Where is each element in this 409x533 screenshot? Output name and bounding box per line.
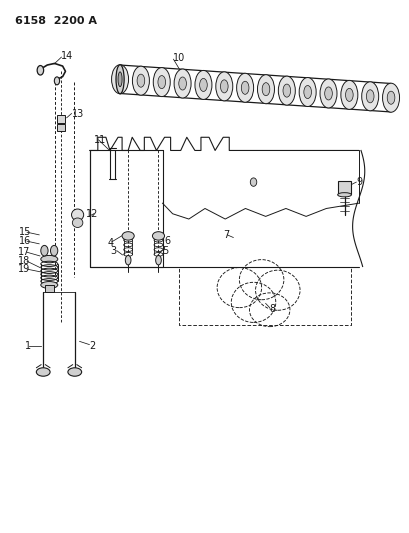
Ellipse shape [257, 75, 274, 104]
Ellipse shape [366, 90, 373, 103]
Ellipse shape [236, 73, 253, 102]
Ellipse shape [68, 368, 81, 376]
Text: 12: 12 [85, 209, 98, 219]
Ellipse shape [50, 245, 58, 256]
FancyBboxPatch shape [56, 115, 65, 123]
Text: 18: 18 [18, 256, 30, 266]
Ellipse shape [194, 70, 211, 100]
Ellipse shape [116, 64, 124, 94]
Text: 6158  2200 A: 6158 2200 A [15, 16, 97, 26]
Ellipse shape [220, 80, 227, 93]
Ellipse shape [337, 192, 351, 197]
Text: 14: 14 [61, 51, 74, 61]
Text: 6: 6 [164, 236, 170, 246]
Ellipse shape [54, 77, 59, 85]
Text: 15: 15 [19, 227, 31, 237]
Ellipse shape [125, 255, 130, 265]
Ellipse shape [241, 81, 248, 94]
Text: 17: 17 [18, 247, 30, 257]
Text: 16: 16 [19, 236, 31, 246]
Text: 1: 1 [25, 341, 31, 351]
Text: 5: 5 [162, 246, 169, 256]
Ellipse shape [299, 77, 315, 107]
Ellipse shape [278, 76, 294, 105]
Ellipse shape [345, 88, 352, 101]
Ellipse shape [261, 83, 269, 96]
Text: 3: 3 [110, 246, 117, 256]
Text: 2: 2 [90, 341, 96, 351]
Ellipse shape [178, 77, 186, 90]
Ellipse shape [319, 79, 336, 108]
FancyBboxPatch shape [337, 181, 351, 193]
Ellipse shape [122, 232, 134, 240]
Text: 4: 4 [107, 238, 113, 248]
Ellipse shape [41, 281, 58, 288]
Ellipse shape [37, 66, 43, 75]
Ellipse shape [303, 85, 311, 99]
Ellipse shape [361, 82, 378, 111]
Text: 11: 11 [94, 135, 106, 145]
Ellipse shape [111, 64, 128, 94]
Ellipse shape [132, 66, 149, 95]
Circle shape [249, 178, 256, 187]
Text: 8: 8 [269, 304, 275, 314]
Ellipse shape [155, 255, 161, 265]
Ellipse shape [41, 245, 48, 256]
Ellipse shape [137, 74, 144, 87]
Text: 7: 7 [222, 230, 229, 240]
Text: 13: 13 [71, 109, 83, 118]
Ellipse shape [215, 72, 232, 101]
Text: 9: 9 [356, 177, 362, 187]
Ellipse shape [153, 68, 170, 96]
Ellipse shape [386, 91, 394, 104]
FancyBboxPatch shape [56, 124, 65, 131]
Text: 19: 19 [18, 264, 30, 274]
Ellipse shape [116, 72, 124, 86]
Ellipse shape [41, 255, 58, 263]
FancyBboxPatch shape [45, 285, 54, 292]
Ellipse shape [382, 83, 398, 112]
Ellipse shape [174, 69, 191, 98]
Ellipse shape [36, 368, 50, 376]
Ellipse shape [157, 76, 165, 88]
Text: 10: 10 [172, 53, 184, 63]
Ellipse shape [118, 72, 122, 87]
Ellipse shape [152, 232, 164, 240]
Ellipse shape [282, 84, 290, 97]
Ellipse shape [324, 87, 332, 100]
Ellipse shape [71, 209, 83, 221]
Ellipse shape [340, 80, 357, 109]
Ellipse shape [72, 218, 83, 228]
Ellipse shape [199, 78, 207, 92]
